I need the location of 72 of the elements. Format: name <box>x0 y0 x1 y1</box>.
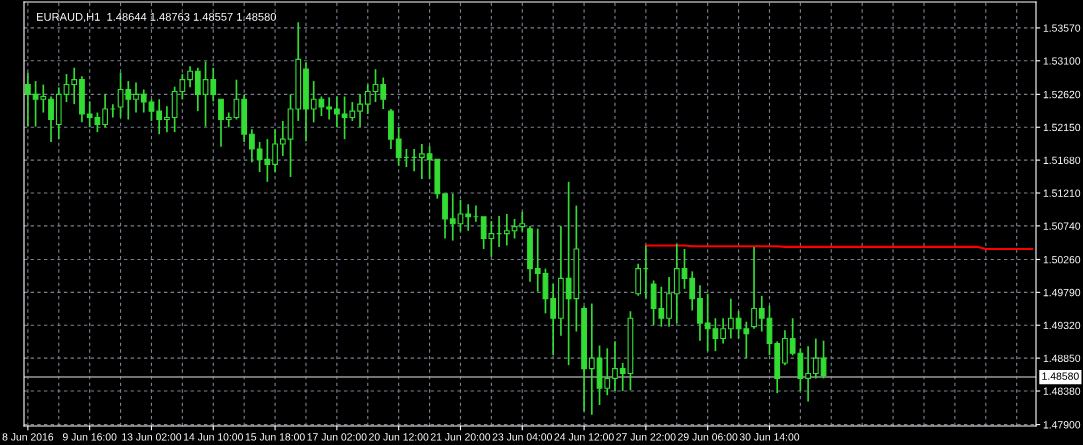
ref-line-label: 1.48580 <box>1042 372 1079 380</box>
candlestick <box>558 225 564 337</box>
candlestick <box>673 243 680 324</box>
candlestick <box>612 340 618 392</box>
x-tick-label: 21 Jun 20:00 <box>430 433 491 441</box>
candlestick <box>48 95 54 143</box>
x-tick-label: 20 Jun 12:00 <box>369 433 429 441</box>
candlestick <box>720 317 727 345</box>
candlestick <box>774 340 781 394</box>
candlestick <box>156 98 163 136</box>
candlestick <box>380 76 387 110</box>
candlestick <box>758 295 765 333</box>
y-tick-label: 1.51680 <box>1043 156 1081 164</box>
candlestick <box>395 126 402 167</box>
candlestick <box>326 96 333 121</box>
candlestick <box>79 75 85 124</box>
candlestick <box>588 302 595 416</box>
x-tick-label: 14 Jun 10:00 <box>183 433 243 441</box>
candlestick <box>241 93 248 143</box>
candlestick <box>581 305 587 413</box>
candlestick <box>727 297 734 340</box>
y-tick-label: 1.52150 <box>1043 123 1081 132</box>
x-tick-label: 27 Jun 22:00 <box>616 433 676 441</box>
candlestick <box>357 93 363 129</box>
candlestick <box>812 337 819 380</box>
y-tick-label: 1.51210 <box>1043 189 1081 197</box>
candlestick <box>666 276 672 328</box>
candlestick <box>71 66 78 105</box>
y-tick-label: 1.53570 <box>1043 24 1081 32</box>
x-tick-label: 17 Jun 02:00 <box>307 433 367 441</box>
candlestick <box>751 246 757 330</box>
candlestick <box>279 120 286 157</box>
candlestick <box>272 128 278 173</box>
candlestick <box>418 143 425 180</box>
candlestick <box>805 345 811 403</box>
text: EURAUD,H1 1.48644 1.48763 1.48557 1.48580 <box>37 12 277 23</box>
candlestick <box>187 65 193 89</box>
candlestick <box>689 270 696 312</box>
candlestick <box>24 71 31 128</box>
candlestick <box>249 128 255 164</box>
candlestick <box>333 95 340 129</box>
candlestick <box>465 203 472 232</box>
y-tick-label: 1.47900 <box>1043 421 1081 429</box>
x-tick-label: 15 Jun 18:00 <box>245 433 305 441</box>
y-tick-label: 1.49790 <box>1043 288 1081 297</box>
candlestick <box>604 347 611 397</box>
x-tick-label: 8 Jun 2016 <box>2 433 54 441</box>
y-tick-label: 1.48380 <box>1043 387 1081 395</box>
candlestick <box>635 262 642 297</box>
candlestick <box>303 61 309 143</box>
candlestick <box>164 105 170 133</box>
x-tick-label: 29 Jun 06:00 <box>678 433 738 441</box>
y-tick-label: 1.48850 <box>1043 354 1081 363</box>
y-tick-label: 1.50260 <box>1043 255 1081 264</box>
candlestick <box>449 192 456 242</box>
candlestick <box>295 21 302 122</box>
y-tick-label: 1.49320 <box>1043 321 1081 330</box>
candlestick <box>133 81 139 114</box>
x-tick-label: 24 Jun 12:00 <box>554 433 614 441</box>
candlestick <box>503 213 510 247</box>
y-tick-label: 1.50740 <box>1043 222 1081 230</box>
candlestick <box>550 283 557 357</box>
x-tick-label: 23 Jun 04:00 <box>492 433 552 441</box>
candlestick <box>194 66 201 112</box>
candlestick <box>697 284 703 342</box>
x-tick-label: 30 Jun 14:00 <box>739 433 800 441</box>
x-tick-label: 9 Jun 16:00 <box>62 433 117 441</box>
y-tick-label: 1.52620 <box>1043 90 1081 99</box>
y-tick-label: 1.53100 <box>1043 57 1081 65</box>
x-tick-label: 13 Jun 02:00 <box>122 433 182 441</box>
candlestick <box>364 83 371 115</box>
candlestick <box>55 86 62 140</box>
